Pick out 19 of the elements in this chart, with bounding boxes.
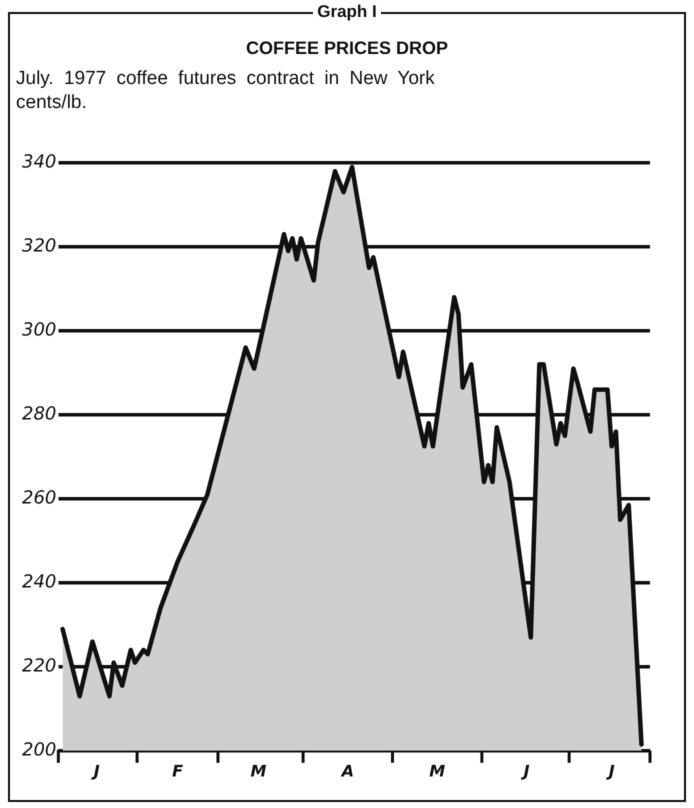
x-tick-label: M	[429, 762, 446, 781]
y-axis-title: cents/lb.	[16, 92, 87, 114]
y-tick-label: 220	[22, 655, 56, 676]
y-tick-label: 340	[22, 151, 56, 172]
text: Graph I	[313, 2, 381, 21]
chart-title: COFFEE PRICES DROP	[244, 38, 450, 59]
x-tick-label: A	[340, 762, 354, 781]
y-tick-label: 260	[22, 487, 56, 508]
y-tick-label: 320	[22, 235, 56, 256]
y-tick-label: 200	[22, 739, 56, 760]
y-tick-label: 280	[22, 403, 56, 424]
x-tick-label: F	[172, 762, 184, 781]
y-tick-label: 300	[22, 319, 56, 340]
x-tick-label: J	[520, 762, 530, 781]
x-tick-label: J	[90, 762, 100, 781]
chart-subtitle: July. 1977 coffee futures contract in New York	[16, 68, 435, 90]
x-tick-label: M	[250, 762, 266, 781]
y-tick-label: 240	[22, 571, 56, 592]
x-tick-label: J	[606, 762, 615, 781]
